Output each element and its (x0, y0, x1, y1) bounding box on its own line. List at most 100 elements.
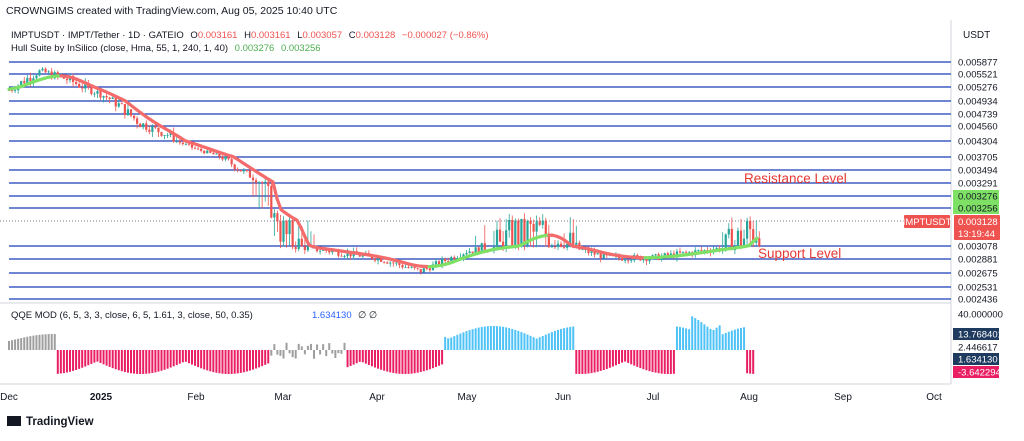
time-label-sep: Sep (834, 392, 852, 403)
candle-body (249, 171, 251, 178)
qqe-bar (475, 328, 477, 350)
candle-body (212, 153, 214, 154)
qqe-bar (459, 334, 461, 350)
time-label-mar: Mar (274, 392, 292, 403)
qqe-bar (624, 350, 626, 362)
qqe-bar (734, 330, 736, 350)
qqe-bar (173, 350, 175, 366)
qqe-bar (51, 334, 53, 350)
qqe-bar (505, 327, 507, 350)
qqe-bar (164, 350, 166, 370)
price-label: 0.002436 (958, 295, 998, 306)
qqe-bar (673, 350, 675, 374)
candle-body (307, 246, 309, 250)
qqe-bar (636, 350, 638, 367)
candle-body (115, 98, 117, 107)
qqe-bar (145, 350, 147, 374)
qqe-bar (45, 334, 47, 350)
qqe-bar (731, 331, 733, 350)
qqe-bar (81, 350, 83, 368)
qqe-label: -3.642294 (958, 368, 1001, 379)
candle-body (563, 247, 565, 248)
qqe-bar (682, 328, 684, 350)
qqe-bar (139, 350, 141, 374)
qqe-bar (353, 350, 355, 365)
qqe-bar (48, 334, 50, 350)
price-label: 0.002881 (958, 255, 998, 266)
candle-body (75, 82, 77, 84)
currency-label: USDT (963, 30, 990, 41)
qqe-bar (167, 350, 169, 369)
time-label-jul: Jul (647, 392, 660, 403)
price-label: 0.002675 (958, 269, 998, 280)
candle-body (374, 259, 376, 261)
qqe-bar (273, 344, 275, 350)
qqe-bar (148, 350, 150, 373)
qqe-bar (112, 350, 114, 368)
qqe-bar (700, 322, 702, 350)
candle-body (197, 149, 199, 150)
candle-body (38, 70, 40, 75)
qqe-bar (72, 350, 74, 371)
qqe-bar (655, 350, 657, 373)
qqe-label: 1.634130 (958, 355, 998, 366)
qqe-bar (725, 333, 727, 350)
time-label-feb: Feb (187, 392, 205, 403)
qqe-bar (481, 327, 483, 350)
qqe-bar (203, 350, 205, 369)
candle-body (109, 97, 111, 99)
qqe-bar (161, 350, 163, 371)
candle-body (41, 69, 43, 71)
qqe-bar (426, 350, 428, 370)
candle-body (48, 71, 50, 72)
support-label: Support Level (758, 246, 841, 261)
qqe-bar (84, 350, 86, 367)
qqe-bar (115, 350, 117, 369)
price-label: 0.003276 (958, 192, 998, 203)
qqe-bar (667, 350, 669, 374)
qqe-bar (313, 350, 315, 359)
candle-body (328, 251, 330, 252)
candle-body (508, 220, 510, 230)
qqe-bar (649, 350, 651, 371)
qqe-bar (487, 326, 489, 350)
candle-body (404, 267, 406, 268)
qqe-bar (368, 350, 370, 365)
candle-body (554, 246, 556, 247)
qqe-bar (96, 350, 98, 362)
qqe-bar (581, 350, 583, 374)
candle-body (106, 96, 108, 97)
qqe-bar (752, 350, 754, 374)
candle-body (45, 69, 47, 73)
qqe-bar (331, 350, 333, 354)
candle-body (627, 260, 629, 261)
qqe-symbols: ∅ ∅ (358, 310, 377, 321)
qqe-bar (615, 350, 617, 365)
resistance-label: Resistance Level (744, 171, 847, 186)
qqe-bar (685, 328, 687, 350)
qqe-bar (749, 350, 751, 374)
qqe-bar (8, 341, 10, 350)
qqe-bar (371, 350, 373, 366)
candle-body (630, 260, 632, 261)
qqe-bar (417, 350, 419, 373)
candle-body (154, 126, 156, 127)
qqe-bar (411, 350, 413, 374)
qqe-bar (588, 350, 590, 374)
price-label: 0.004739 (958, 110, 998, 121)
price-label: 0.003078 (958, 242, 998, 253)
qqe-bar (319, 350, 321, 354)
candle-body (124, 104, 126, 115)
qqe-bar (23, 337, 25, 350)
candle-body (66, 79, 68, 80)
qqe-axis[interactable]: 40.00000013.7684012.4466171.634130-3.642… (953, 310, 1003, 379)
qqe-bar (502, 327, 504, 350)
price-label: 0.003494 (958, 166, 998, 177)
candle-body (246, 170, 248, 171)
qqe-bar (716, 328, 718, 350)
candle-body (258, 182, 260, 183)
qqe-bar (713, 330, 715, 350)
candle-body (728, 229, 730, 235)
qqe-bar (706, 327, 708, 350)
